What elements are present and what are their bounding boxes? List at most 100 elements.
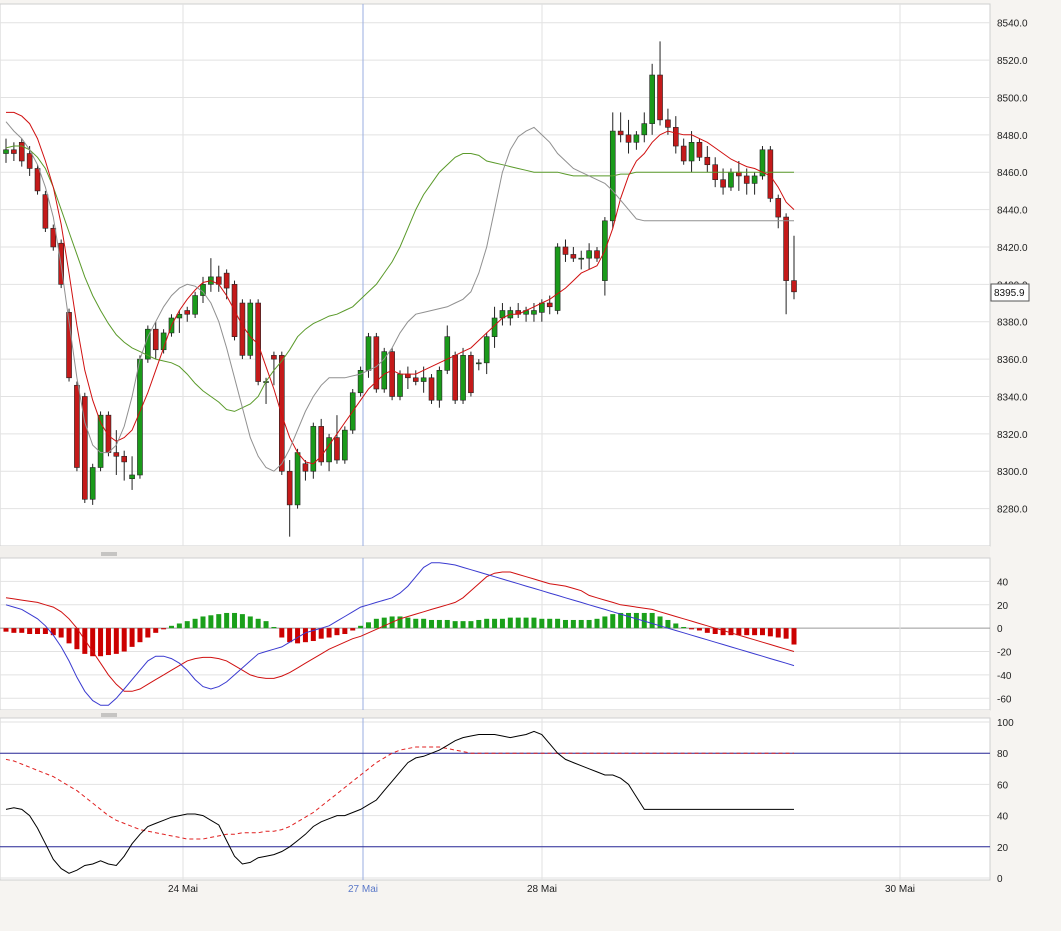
macd-histogram-bar bbox=[468, 621, 474, 629]
moving-average-red bbox=[6, 111, 795, 465]
last-price-box bbox=[990, 283, 1030, 302]
candle-body bbox=[326, 437, 332, 463]
candle-body bbox=[223, 272, 230, 289]
candle-body bbox=[34, 168, 41, 192]
macd-histogram-bar bbox=[326, 628, 332, 638]
candle-body bbox=[680, 145, 687, 162]
candle-body bbox=[74, 384, 80, 468]
macd-histogram-bar bbox=[365, 622, 371, 629]
macd-histogram-bar bbox=[358, 625, 364, 629]
stochastic-y-tick-label: 20 bbox=[997, 843, 1009, 854]
macd-histogram-bar bbox=[247, 616, 253, 629]
stochastic-k-line bbox=[5, 730, 794, 874]
macd-y-tick-label: -40 bbox=[997, 671, 1012, 682]
candle-body bbox=[397, 373, 403, 397]
macd-histogram-bar bbox=[484, 618, 490, 629]
macd-histogram-bar bbox=[547, 618, 553, 629]
stochastic-series bbox=[5, 730, 794, 874]
candle-body bbox=[665, 119, 671, 128]
macd-histogram-bar bbox=[429, 619, 435, 629]
macd-histogram-bar bbox=[531, 617, 537, 629]
candle-body bbox=[302, 463, 309, 472]
candle-body bbox=[468, 355, 474, 394]
stochastic-y-tick-label: 100 bbox=[997, 718, 1014, 729]
candle-body bbox=[318, 426, 325, 463]
macd-histogram-bar bbox=[137, 628, 143, 643]
macd-histogram-bar bbox=[3, 628, 9, 632]
stochastic-pane[interactable]: 0 20 40 60 80 100 bbox=[0, 717, 1014, 885]
macd-histogram-bar bbox=[649, 612, 655, 629]
x-tick-label: 24 Mai bbox=[168, 884, 198, 895]
candle-body bbox=[389, 351, 395, 397]
price-y-tick-label: 8380.0 bbox=[997, 318, 1028, 329]
candle-body bbox=[26, 153, 33, 169]
macd-histogram-bar bbox=[255, 618, 261, 629]
candle-body bbox=[436, 370, 443, 401]
macd-histogram-bar bbox=[744, 628, 750, 636]
price-grid bbox=[0, 4, 990, 546]
macd-histogram-bar bbox=[176, 623, 182, 629]
macd-histogram-bar bbox=[594, 618, 600, 629]
candle-body bbox=[688, 142, 695, 162]
macd-histogram-bar bbox=[263, 621, 269, 629]
macd-histogram-bar bbox=[476, 619, 482, 629]
stochastic-y-tick-label: 40 bbox=[997, 812, 1009, 823]
candle-body bbox=[334, 437, 340, 461]
candle-body bbox=[531, 310, 537, 315]
macd-pane[interactable]: -60 -40 -20 0 20 40 bbox=[0, 557, 1012, 711]
macd-histogram-bar bbox=[555, 618, 561, 629]
splitter-2[interactable] bbox=[0, 710, 990, 718]
candle-body bbox=[405, 373, 411, 379]
macd-histogram-bar bbox=[578, 619, 584, 629]
candle-body bbox=[310, 426, 317, 472]
candle-body bbox=[625, 134, 632, 143]
macd-histogram-bar bbox=[19, 628, 25, 633]
macd-histogram-bar bbox=[436, 619, 442, 629]
macd-histogram-bar bbox=[752, 628, 758, 636]
splitter-1[interactable] bbox=[0, 546, 990, 558]
candle-body bbox=[633, 134, 640, 143]
macd-histogram-bar bbox=[775, 628, 781, 638]
candle-body bbox=[570, 254, 577, 259]
macd-histogram-bar bbox=[633, 612, 639, 629]
macd-histogram-bar bbox=[460, 621, 466, 629]
candle-body bbox=[365, 336, 372, 371]
macd-histogram-bar bbox=[90, 628, 96, 657]
macd-histogram-bar bbox=[184, 621, 190, 629]
macd-y-tick-label: 40 bbox=[997, 577, 1009, 588]
candle-body bbox=[357, 370, 364, 394]
stochastic-d-line bbox=[5, 746, 794, 840]
macd-series bbox=[3, 562, 797, 706]
candle-body bbox=[720, 179, 726, 188]
candle-body bbox=[373, 336, 380, 390]
candle-body bbox=[381, 351, 388, 390]
macd-histogram-bar bbox=[515, 617, 521, 629]
candle-body bbox=[247, 302, 254, 356]
candle-body bbox=[113, 452, 120, 457]
price-pane[interactable]: 8280.08300.08320.08340.08360.08380.08400… bbox=[0, 3, 1030, 547]
macd-histogram-bar bbox=[689, 628, 695, 630]
candle-body bbox=[428, 377, 435, 401]
macd-histogram-bar bbox=[161, 628, 167, 630]
macd-histogram-bar bbox=[602, 616, 608, 629]
candle-body bbox=[97, 414, 104, 468]
macd-histogram-bar bbox=[129, 628, 135, 647]
candle-body bbox=[791, 280, 797, 293]
macd-histogram-bar bbox=[121, 628, 127, 652]
candle-body bbox=[89, 467, 96, 500]
macd-histogram-bar bbox=[42, 628, 48, 634]
macd-histogram-bar bbox=[618, 612, 624, 629]
candle-body bbox=[42, 194, 49, 229]
candle-body bbox=[586, 250, 592, 259]
macd-histogram-bar bbox=[113, 628, 119, 654]
macd-histogram-bar bbox=[271, 626, 277, 629]
macd-histogram-bar bbox=[681, 626, 687, 629]
candle-body bbox=[594, 250, 600, 259]
macd-histogram-bar bbox=[626, 612, 632, 629]
price-y-tick-label: 8420.0 bbox=[997, 243, 1028, 254]
candle-body bbox=[121, 455, 127, 463]
macd-histogram-bar bbox=[499, 618, 505, 629]
candle-body bbox=[152, 328, 159, 351]
macd-histogram-bar bbox=[11, 628, 17, 633]
